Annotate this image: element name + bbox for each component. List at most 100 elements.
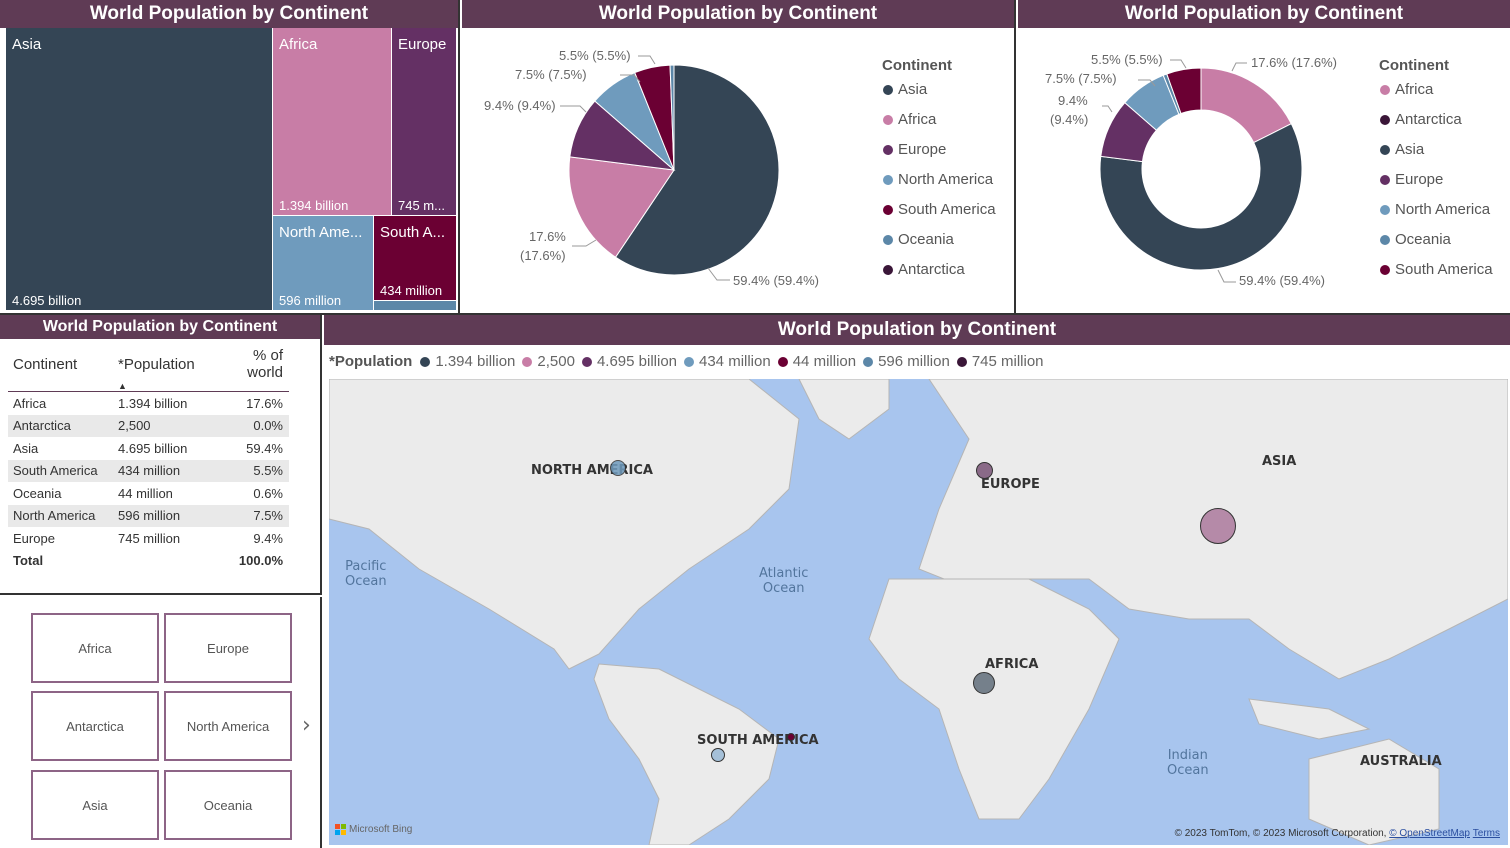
map-bubble-oceania[interactable] <box>787 733 795 741</box>
map-bubble-africa[interactable] <box>973 672 995 694</box>
pie-legend-item-africa[interactable]: Africa <box>883 111 936 128</box>
map-bubble-europe[interactable] <box>976 462 993 479</box>
table-row[interactable]: Antarctica 2,500 0.0% <box>8 414 289 437</box>
legend-dot-icon <box>1380 114 1390 125</box>
map-legend-item[interactable]: 2,500 <box>522 353 575 370</box>
treemap-tile-south-america[interactable]: South A... 434 million <box>374 216 456 300</box>
land-north-america <box>329 379 800 670</box>
donut-legend-item-europe[interactable]: Europe <box>1380 171 1443 188</box>
tile-label: Africa <box>279 36 318 53</box>
legend-dot-icon <box>883 234 893 245</box>
map-label-asia: ASIA <box>1262 454 1297 469</box>
pie-slice-oceania[interactable] <box>669 64 675 171</box>
cell-population: 44 million <box>118 485 173 501</box>
slicer-item-antarctica[interactable]: Antarctica <box>31 691 159 761</box>
map-legend-item[interactable]: 4.695 billion <box>581 353 677 370</box>
chevron-right-icon[interactable]: › <box>302 713 311 738</box>
legend-label: Africa <box>898 111 937 128</box>
pie-slice-africa[interactable] <box>568 156 675 258</box>
legend-dot-icon <box>863 356 874 367</box>
map-legend-item[interactable]: 596 million <box>863 353 950 370</box>
donut-slice-asia[interactable] <box>1099 123 1303 271</box>
terms-link[interactable]: Terms <box>1472 828 1500 839</box>
map-canvas[interactable]: NORTH AMERICA EUROPE ASIA AFRICA SOUTH A… <box>329 379 1508 845</box>
pie-chart <box>560 55 780 281</box>
map-label-africa: AFRICA <box>985 657 1039 672</box>
slicer-item-north-america[interactable]: North America <box>164 691 292 761</box>
donut-label-south-america: 5.5% (5.5%) <box>1091 52 1163 67</box>
map-legend-item[interactable]: 1.394 billion <box>420 353 515 370</box>
legend-dot-icon <box>581 356 592 367</box>
donut-label-asia: 59.4% (59.4%) <box>1239 273 1325 288</box>
cell-population: 434 million <box>113 459 208 482</box>
map-legend-item[interactable]: 44 million <box>777 353 856 370</box>
microsoft-bing-logo: Microsoft Bing <box>335 824 412 835</box>
donut-slice-south-america[interactable] <box>1166 67 1202 115</box>
tile-value: 434 million <box>380 283 443 298</box>
donut-legend-item-south-america[interactable]: South America <box>1380 261 1493 278</box>
col-header-continent[interactable]: Continent <box>8 343 113 392</box>
donut-legend-item-north-america[interactable]: North America <box>1380 201 1490 218</box>
pie-legend-item-antarctica[interactable]: Antarctica <box>883 261 965 278</box>
table-row[interactable]: Africa 1.394 billion 17.6% <box>8 392 289 415</box>
col-header-population[interactable]: *Population ▲ <box>113 343 208 392</box>
pie-slice-asia[interactable] <box>614 64 780 276</box>
pie-legend-item-oceania[interactable]: Oceania <box>883 231 954 248</box>
tile-value: 596 million <box>279 293 342 308</box>
slicer-item-africa[interactable]: Africa <box>31 613 159 683</box>
pie-legend-item-asia[interactable]: Asia <box>883 81 927 98</box>
table-row[interactable]: South America 434 million 5.5% <box>8 459 289 482</box>
slicer-item-asia[interactable]: Asia <box>31 770 159 840</box>
map-label-south-america: SOUTH AMERICA <box>697 733 819 748</box>
table-row[interactable]: Europe 745 million 9.4% <box>8 527 289 550</box>
map-legend-item[interactable]: 745 million <box>956 353 1044 370</box>
legend-dot-icon <box>956 356 967 367</box>
tile-value: 745 m... <box>398 198 445 213</box>
pie-legend-item-europe[interactable]: Europe <box>883 141 946 158</box>
cell-population: 745 million <box>118 530 181 546</box>
cell-continent: Africa <box>13 395 47 411</box>
col-header-pct[interactable]: % of world <box>208 343 289 392</box>
map-bubble-asia[interactable] <box>1200 508 1236 544</box>
cell-population: 596 million <box>113 504 208 527</box>
legend-dot-icon <box>1380 144 1390 155</box>
treemap-title: World Population by Continent <box>0 0 458 28</box>
slicer-item-europe[interactable]: Europe <box>164 613 292 683</box>
brand-label: Microsoft Bing <box>349 824 413 835</box>
table-row[interactable]: North America 596 million 7.5% <box>8 504 289 527</box>
treemap-tile-oceania[interactable] <box>374 301 456 310</box>
col-header-population-label: *Population <box>118 355 195 373</box>
pie-legend-item-south-america[interactable]: South America <box>883 201 996 218</box>
legend-label: South America <box>898 201 996 218</box>
treemap-tile-europe[interactable]: Europe 745 m... <box>392 28 456 215</box>
osm-link[interactable]: © OpenStreetMap <box>1389 828 1470 839</box>
donut-panel: World Population by Continent 5.5% (5.5%… <box>1018 0 1510 313</box>
cell-pct: 7.5% <box>208 504 289 527</box>
pie-legend-item-north-america[interactable]: North America <box>883 171 993 188</box>
map-bubble-north-america[interactable] <box>610 460 626 476</box>
map-bubble-south-america[interactable] <box>711 748 725 762</box>
tile-value: 4.695 billion <box>12 293 82 308</box>
treemap-tile-asia[interactable]: Asia 4.695 billion <box>6 28 272 310</box>
legend-dot-icon <box>883 204 893 215</box>
donut-legend-item-asia[interactable]: Asia <box>1380 141 1424 158</box>
table-title: World Population by Continent <box>0 315 320 339</box>
cell-continent: Europe <box>13 530 55 546</box>
treemap-tile-africa[interactable]: Africa 1.394 billion <box>273 28 391 215</box>
cell-continent: Asia <box>13 440 39 456</box>
legend-label: Antarctica <box>1395 111 1462 128</box>
table-row[interactable]: Asia 4.695 billion 59.4% <box>8 437 289 460</box>
total-population <box>113 550 208 573</box>
map-legend-item[interactable]: 434 million <box>684 353 771 370</box>
slicer-panel: Africa Europe Antarctica North America A… <box>0 597 322 848</box>
donut-legend-item-oceania[interactable]: Oceania <box>1380 231 1451 248</box>
donut-legend-item-africa[interactable]: Africa <box>1380 81 1433 98</box>
table-row[interactable]: Oceania 44 million 0.6% <box>8 482 289 505</box>
windows-logo-icon <box>335 824 346 835</box>
legend-label: North America <box>898 171 994 188</box>
table-total-row: Total 100.0% <box>8 550 289 573</box>
treemap-tile-north-america[interactable]: North Ame... 596 million <box>273 216 373 310</box>
donut-legend-item-antarctica[interactable]: Antarctica <box>1380 111 1462 128</box>
legend-label: Asia <box>898 81 928 98</box>
slicer-item-oceania[interactable]: Oceania <box>164 770 292 840</box>
